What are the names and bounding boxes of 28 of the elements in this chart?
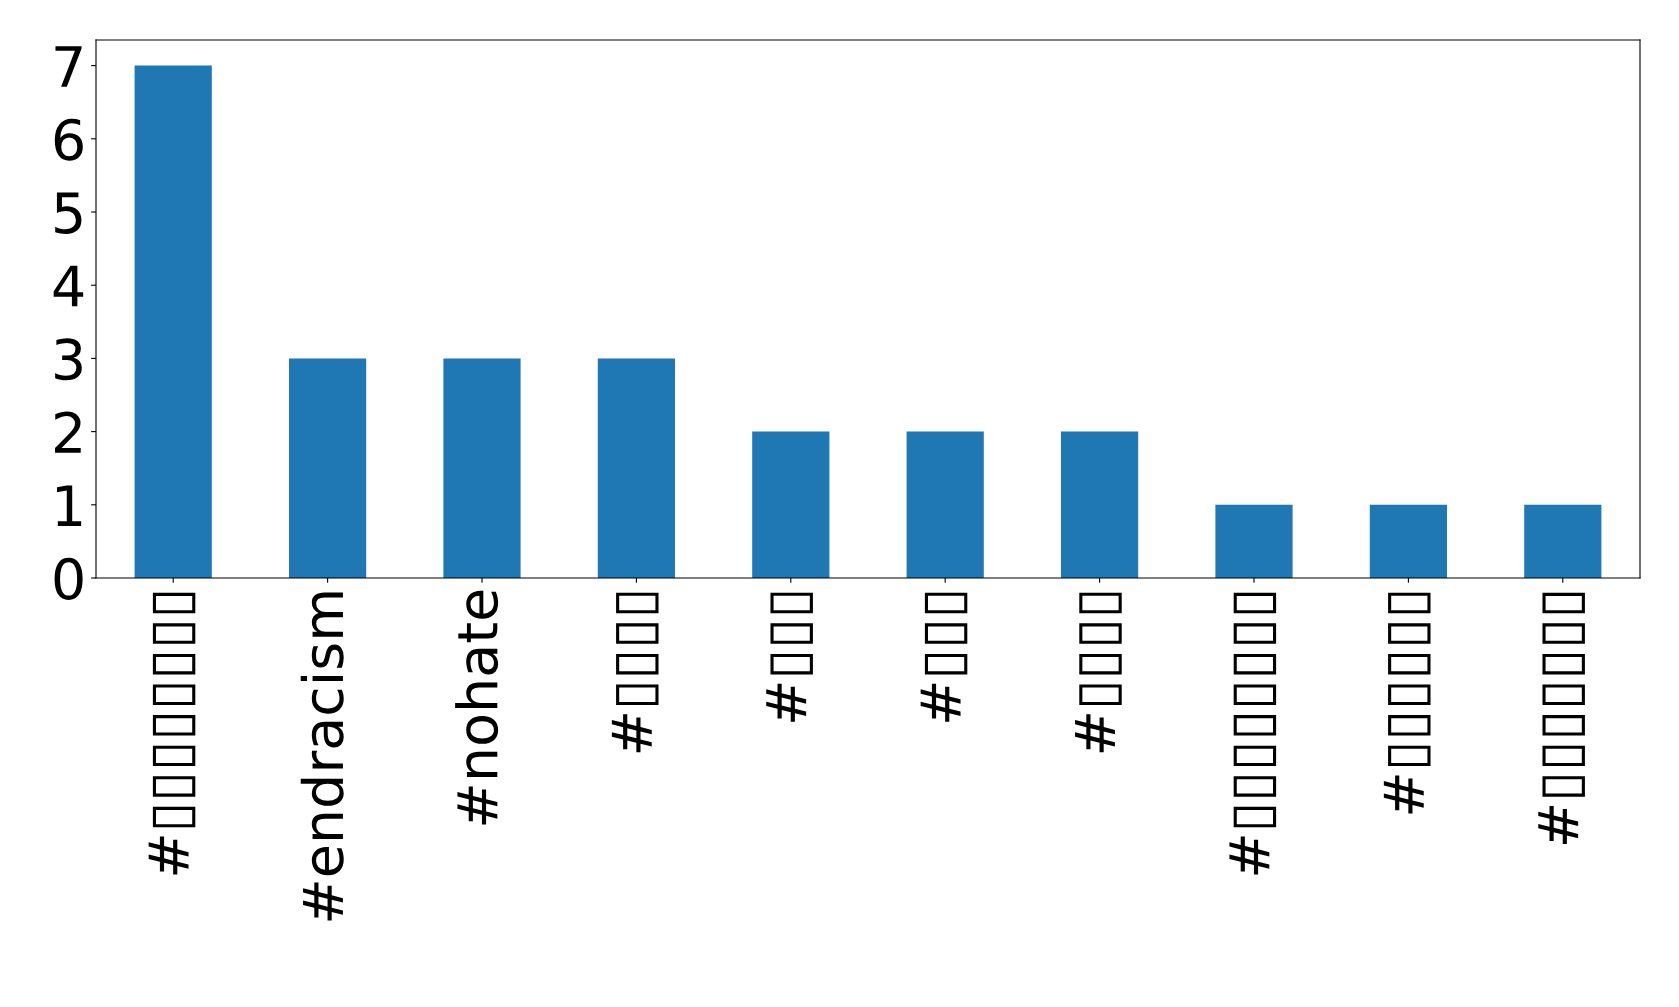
y-tick-label: 1 <box>57 485 82 526</box>
x-tick-label: #▯▯▯▯▯▯ <box>1383 592 1431 814</box>
x-tick-label: #▯▯▯ <box>920 592 968 722</box>
bar <box>289 358 367 578</box>
bar <box>443 358 521 578</box>
x-tick-label: #endracism <box>300 592 344 921</box>
bar <box>1215 504 1293 578</box>
y-tick-label: 5 <box>55 192 82 234</box>
bar <box>1524 504 1602 578</box>
y-tick-label: 7 <box>55 46 82 87</box>
x-tick-label: #▯▯▯▯ <box>1075 592 1122 753</box>
y-tick-label: 2 <box>55 411 81 453</box>
x-tick-label: #▯▯▯ <box>766 592 813 722</box>
bar <box>597 358 675 578</box>
x-tick-label: #▯▯▯▯▯▯▯▯ <box>1229 592 1277 875</box>
x-tick-label: #▯▯▯▯▯▯▯ <box>1538 592 1585 844</box>
x-tick-label: #▯▯▯▯▯▯▯▯ <box>148 592 196 875</box>
x-tick-label: #nohate <box>455 590 499 825</box>
x-tick-label: #▯▯▯▯ <box>611 592 659 753</box>
y-tick-label: 3 <box>55 338 82 381</box>
bar <box>1369 504 1447 578</box>
bar <box>906 431 984 578</box>
y-tick-label: 6 <box>54 118 83 161</box>
bar <box>134 65 212 578</box>
bar <box>1061 431 1139 578</box>
y-tick-label: 4 <box>53 265 84 307</box>
bar <box>752 431 830 578</box>
y-tick-label: 0 <box>54 557 83 600</box>
